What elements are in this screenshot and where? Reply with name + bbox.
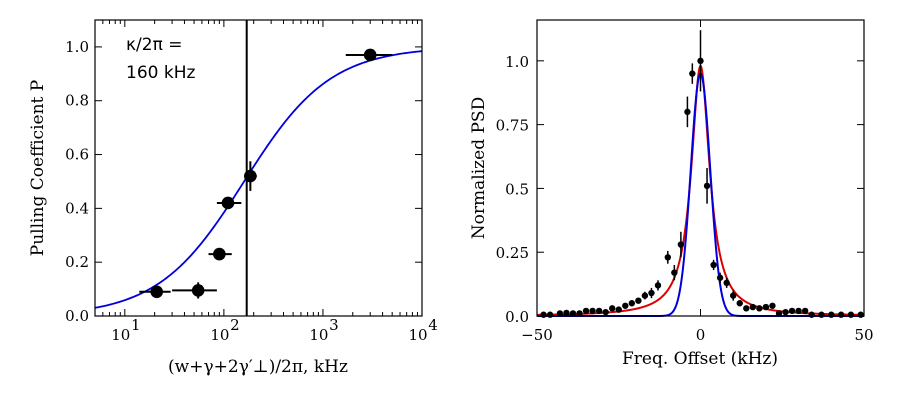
data-point [801,307,809,315]
data-point [635,297,642,304]
left-y-axis-label: Pulling Coefficient P [28,80,48,256]
data-point [788,307,796,315]
x-tick-label: 10 [210,326,229,344]
data-point [769,302,776,309]
data-point [723,279,730,287]
data-point [221,196,235,210]
kappa-annotation-line2: 160 kHz [126,63,195,83]
left-y-ticks: 0.0 0.2 0.4 0.6 0.8 1.0 [65,38,422,325]
data-point [648,289,655,297]
data-point [703,182,711,190]
data-point [609,305,616,312]
data-point [710,261,717,269]
x-tick-label: 10 [309,326,328,344]
x-tick-label: 10 [111,326,130,344]
data-point [677,241,685,248]
left-fit-curve [94,50,423,309]
x-tick-exponent: 2 [230,316,240,334]
data-point [689,70,696,77]
y-tick-label: 0.25 [496,244,529,262]
left-fit-curve-layer [94,50,423,309]
left-x-axis-label: (w+γ+2γ′⊥)/2π, kHz [168,357,348,377]
data-point [847,311,855,318]
data-point [150,285,164,299]
data-point [743,305,750,312]
data-point [756,305,763,312]
y-tick-label: 0.6 [65,146,89,164]
y-tick-label: 1.0 [505,53,529,71]
y-tick-label: 0.0 [505,308,529,326]
data-point [546,311,554,318]
data-point [736,300,743,307]
y-tick-label: 0.8 [65,92,89,110]
y-tick-label: 0.2 [65,253,89,271]
data-point [363,48,377,62]
data-point [857,311,864,318]
data-point [730,292,737,299]
data-point [556,310,564,317]
data-point [622,302,629,309]
data-point [684,108,691,116]
data-point [697,57,704,65]
data-point [828,311,835,318]
data-point [654,282,662,289]
data-point [671,269,678,276]
left-plot-frame [94,19,423,317]
data-point [795,307,802,315]
x-tick-exponent: 3 [329,316,339,334]
right-y-ticks: 0.0 0.25 0.5 0.75 1.0 [496,53,864,326]
data-point [716,274,724,281]
data-point [837,311,845,318]
x-tick-label: 0 [696,326,706,344]
x-tick-exponent: 1 [131,316,141,334]
right-x-axis-label: Freq. Offset (kHz) [622,349,778,369]
data-point [602,308,609,316]
left-data-points [139,48,393,299]
data-point [540,311,547,318]
data-point [749,303,757,311]
right-chart: −50 0 50 0.0 0.25 0.5 0.75 1.0 Freq. Offset (k… [469,19,874,369]
data-point [589,307,596,315]
data-point [576,310,583,317]
x-tick-exponent: 4 [428,316,438,334]
data-point [818,311,825,318]
y-tick-label: 0.5 [505,180,529,198]
data-point [664,254,671,261]
data-point [775,310,783,317]
data-point [762,303,770,311]
right-data-points [540,30,864,318]
y-tick-label: 0.75 [496,117,529,135]
x-tick-label: 10 [408,326,427,344]
data-point [782,308,789,316]
data-point [615,306,622,313]
gaussian-fit-curve [537,72,864,317]
right-x-ticks: −50 0 50 [521,20,874,344]
y-tick-label: 0.0 [65,307,89,325]
data-point [628,300,636,307]
right-fit-curves [536,64,865,317]
right-y-axis-label: Normalized PSD [469,97,489,239]
data-point [191,284,205,297]
data-point [582,307,590,315]
kappa-annotation-line1: κ/2π = [126,35,182,55]
data-point [641,292,649,299]
data-point [563,309,570,317]
lorentzian-fit-curve [536,64,865,316]
data-point [569,310,577,317]
data-point [595,307,603,315]
data-point [244,169,257,183]
y-tick-label: 0.4 [65,199,89,217]
data-point [808,311,815,318]
y-tick-label: 1.0 [65,38,89,56]
x-tick-label: 50 [854,326,873,344]
data-point [213,247,226,261]
x-tick-label: −50 [521,326,553,344]
